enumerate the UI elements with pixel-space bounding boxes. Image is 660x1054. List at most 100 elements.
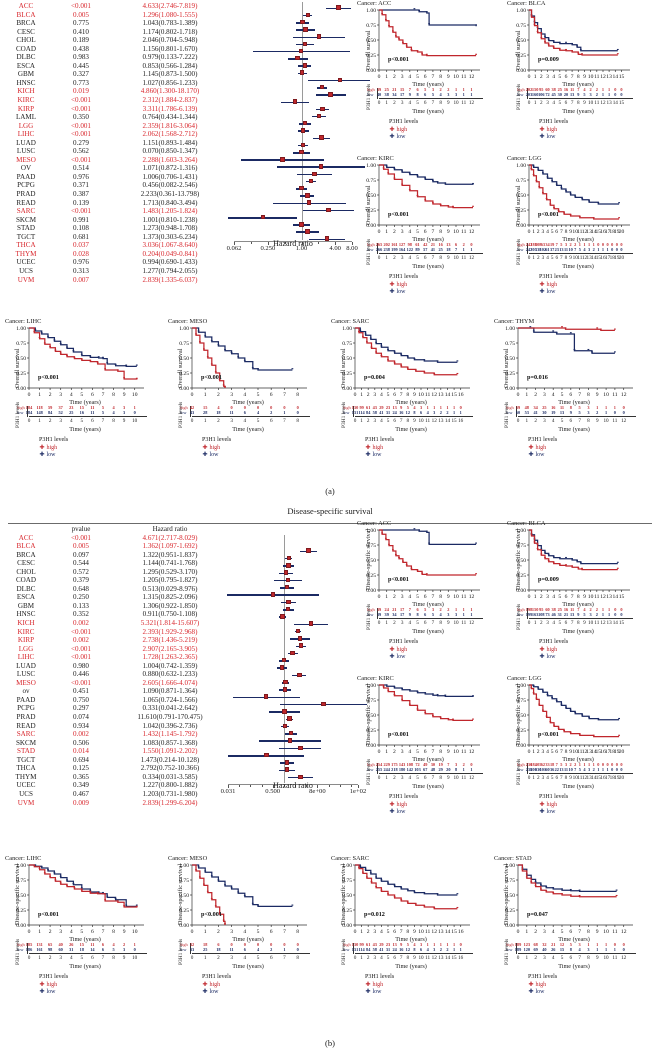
svg-text:2: 2 [367,392,370,398]
risk-label-high: high [343,942,351,947]
km-plot-stad-dss: Cancer: STAD Disease-specific survival 1.0… [494,855,657,1001]
legend-marker-high-icon: ✚ [389,281,395,288]
legend-item-low: ✚ low [365,452,382,459]
km-legend: P3H1 levels ✚ high ✚ low [389,794,418,817]
risk-axis-tick-label: 7 [570,620,574,626]
risk-count-low: 114 [358,946,365,952]
risk-count-high: 150 [531,87,539,92]
risk-axis-tick-label: 9 [569,255,572,261]
risk-axis-tick-label: 5 [256,955,260,961]
risk-axis-tick-label: 8 [439,100,442,106]
risk-axis-tick-label: 6 [423,775,427,781]
risk-count-low: 30 [542,409,547,415]
risk-count-high: 0 [613,942,616,947]
forest-pvalue: 0.562 [73,147,89,156]
risk-axis-tick-label: 14 [444,418,451,424]
risk-count-high: 0 [622,405,625,410]
forest-pvalue: 0.014 [73,747,89,756]
col-pvalue-hdr-b: pvalue [71,525,91,533]
risk-count-high: 123 [523,942,531,947]
forest-hazard-ratio: 1.145(0.873-1.500) [142,70,198,79]
svg-text:14: 14 [591,749,597,755]
risk-count-low: 2 [595,611,598,617]
svg-text:6: 6 [565,594,568,600]
forest-pvalue: <0.001 [71,678,91,687]
risk-count-high: 131 [36,942,43,947]
risk-axis-tick-label: 9 [447,255,450,261]
risk-count-high: 6 [217,942,220,947]
risk-count-high: 0 [470,242,473,247]
svg-text:1.00: 1.00 [516,528,526,534]
risk-count-high: 13 [392,942,397,947]
risk-axis-tick-label: 6 [564,100,568,106]
risk-count-low: 122 [406,246,414,252]
risk-count-low: 0 [611,766,614,772]
svg-text:1: 1 [360,929,363,935]
risk-axis-tick-label: 12 [468,775,475,781]
forest-point-estimate [292,99,298,104]
forest-cancer-type: THYM [15,772,37,781]
risk-axis-tick-label: 14 [591,775,597,781]
forest-pvalue: 0.139 [73,198,89,207]
svg-text:14: 14 [613,74,619,80]
risk-label-high: high [180,942,188,947]
legend-title: P3H1 levels [528,437,558,443]
risk-count-high: 16 [563,87,569,92]
svg-text:7: 7 [578,929,581,935]
forest-cancer-type: DLBC [16,584,36,593]
forest-pvalue: 0.694 [73,755,89,764]
svg-text:10: 10 [418,392,424,398]
risk-count-high: 59 [47,405,53,410]
risk-count-high: 5 [424,87,427,92]
risk-count-low: 200 [530,766,537,772]
risk-count-low: 11 [563,246,568,252]
risk-count-high: 1 [426,405,429,410]
risk-axis-tick-label: 6 [91,418,94,424]
svg-text:0: 0 [191,929,194,935]
risk-count-high: 4 [217,405,220,410]
risk-count-high: 29 [379,942,384,947]
risk-count-low: 43 [189,409,195,415]
forest-axis-tick [234,242,235,245]
svg-text:4: 4 [552,594,555,600]
risk-axis-tick-label: 5 [80,955,84,961]
forest-row: PAAD 0.750 1.065(0.724-1.566) [0,696,232,705]
risk-count-low: 31 [557,611,562,617]
forest-row: ACC <0.001 4.671(2.717-8.029) [0,534,232,543]
risk-count-low: 34 [392,91,397,97]
forest-cancer-type: SKCM [15,738,37,747]
forest-axis-tick-label: 1e+02 [349,788,367,795]
svg-text:8: 8 [406,392,409,398]
forest-point-estimate [287,738,293,743]
risk-count-low: 13 [569,91,575,97]
svg-text:4: 4 [408,749,411,755]
risk-axis-tick-label: 10 [603,955,609,961]
risk-count-low: 3 [589,611,592,617]
forest-hazard-ratio: 2.046(0.704-5.948) [142,36,198,45]
risk-axis-tick-label: 5 [558,100,562,106]
risk-axis-tick-label: 14 [612,620,618,626]
forest-point-estimate [286,555,292,561]
risk-count-low: 120 [523,946,531,952]
risk-count-low: 11 [90,409,95,415]
forest-row: KIRC <0.001 2.393(1.929-2.968) [0,628,232,637]
svg-text:1: 1 [385,594,388,600]
risk-x-axis-title: Time (years) [562,263,594,270]
risk-axis-tick-label: 4 [408,100,412,106]
svg-text:0.25: 0.25 [366,728,376,734]
risk-axis-tick-label: 2 [48,955,52,961]
risk-table-y-label: P3H1 levels [15,401,21,428]
risk-count-low: 0 [296,409,299,415]
risk-count-low: 18 [216,409,221,415]
risk-count-low: 13 [569,611,575,617]
svg-text:12: 12 [621,392,627,398]
risk-axis-tick-label: 7 [283,418,286,424]
forest-point-estimate [282,687,288,692]
risk-count-low: 218 [391,766,398,772]
risk-count-high: 1 [601,87,605,92]
km-legend: P3H1 levels ✚ high ✚ low [389,119,418,142]
forest-pvalue: 0.991 [73,215,89,224]
svg-text:0: 0 [28,929,31,935]
risk-count-low: 4 [583,246,586,252]
risk-count-high: 0 [606,762,609,767]
